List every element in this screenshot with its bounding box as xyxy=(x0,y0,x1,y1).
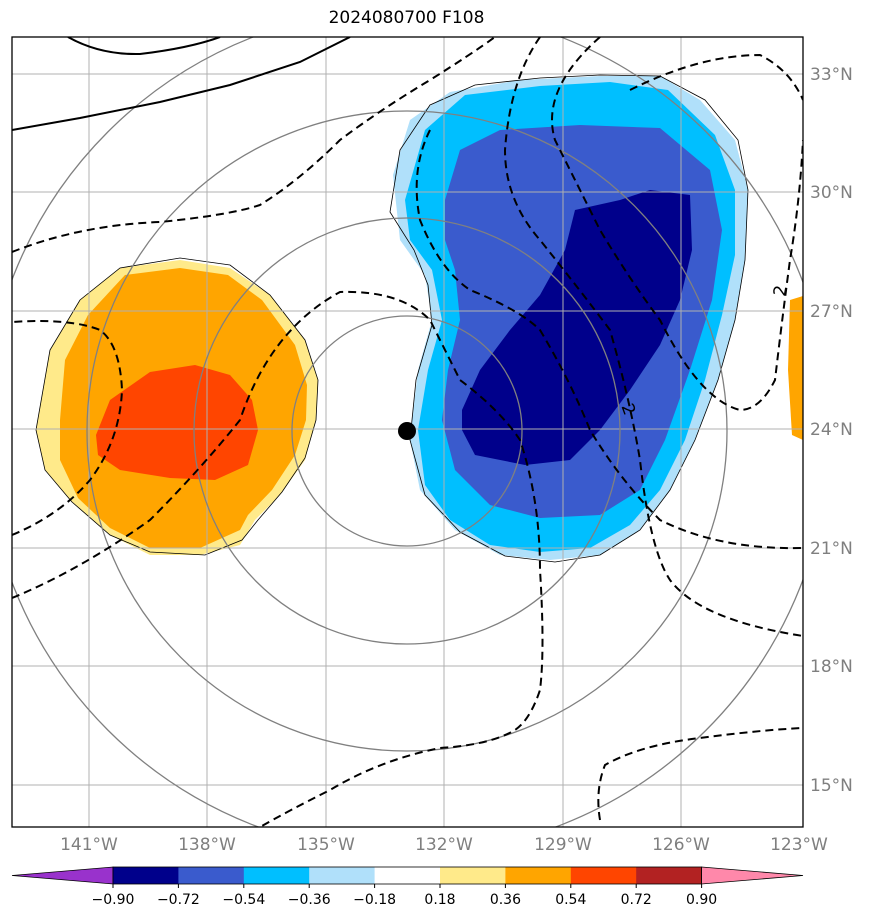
lat-tick-21n: 21°N xyxy=(810,539,853,559)
map-frame xyxy=(11,36,804,828)
lat-tick-18n: 18°N xyxy=(810,657,853,677)
colorbar-tick-label: 0.54 xyxy=(555,892,586,908)
dashed-contour-3 xyxy=(12,290,544,827)
lon-tick-132w: 132°W xyxy=(415,835,473,855)
range-ring-3 xyxy=(86,110,728,752)
positive-outline xyxy=(35,257,319,556)
colorbar-tick-label: −0.72 xyxy=(157,892,200,908)
positive-core-fill xyxy=(96,365,258,480)
lon-tick-138w: 138°W xyxy=(178,835,236,855)
dashed-contour-5 xyxy=(503,37,803,637)
dashed-contour-8 xyxy=(597,727,803,821)
lat-tick-33n: 33°N xyxy=(810,65,853,85)
lon-tick-labels: 141°W 138°W 135°W 132°W 129°W 126°W 123°… xyxy=(60,835,828,855)
colorbar-tick-label: −0.18 xyxy=(353,892,396,908)
solid-contours xyxy=(12,37,351,131)
lon-tick-141w: 141°W xyxy=(60,835,118,855)
colorbar-tick-label: 0.72 xyxy=(621,892,652,908)
dashed-contours xyxy=(12,37,803,827)
colorbar-labels: −0.90 −0.72 −0.54 −0.36 −0.18 0.18 0.36 0.54 0.7… xyxy=(92,884,717,908)
dashed-contour-7 xyxy=(629,53,803,101)
lat-tick-labels: 33°N 30°N 27°N 24°N 21°N 18°N 15°N xyxy=(810,65,853,796)
contour-label-2a: 2 xyxy=(770,284,792,298)
graticule xyxy=(12,37,803,827)
lon-tick-123w: 123°W xyxy=(770,835,828,855)
negative-outline xyxy=(389,74,749,563)
range-ring-1 xyxy=(291,315,523,547)
dashed-contour-6 xyxy=(551,37,803,412)
map-panel: 2 2 141°W 138°W 135°W 132°W 129°W 126°W … xyxy=(11,36,853,855)
positive-anomaly xyxy=(36,260,803,555)
colorbar-tick-label: 0.18 xyxy=(424,892,455,908)
positive-edge-fill xyxy=(788,296,803,440)
lat-tick-30n: 30°N xyxy=(810,183,853,203)
colorbar-tick-label: 0.36 xyxy=(490,892,521,908)
range-rings xyxy=(12,37,803,827)
solid-contour-2 xyxy=(67,37,221,56)
range-ring-2 xyxy=(193,217,621,645)
lat-tick-24n: 24°N xyxy=(810,420,853,440)
lat-tick-15n: 15°N xyxy=(810,776,853,796)
map-content: 2 2 xyxy=(12,37,803,827)
colorbar-tick-label: −0.90 xyxy=(92,892,135,908)
solid-contour-1 xyxy=(12,37,351,131)
colorbar-tick-label: 0.90 xyxy=(686,892,717,908)
colorbar-tick-label: −0.54 xyxy=(222,892,265,908)
negative-anomaly xyxy=(389,74,749,563)
dashed-contour-4 xyxy=(415,129,803,550)
lon-tick-129w: 129°W xyxy=(534,835,592,855)
colorbar-tick-label: −0.36 xyxy=(288,892,331,908)
lon-tick-135w: 135°W xyxy=(297,835,355,855)
storm-center-marker xyxy=(398,422,416,440)
lon-tick-126w: 126°W xyxy=(652,835,710,855)
lat-tick-27n: 27°N xyxy=(810,302,853,322)
negative-core-fill xyxy=(462,190,692,465)
dashed-contour-2 xyxy=(12,320,124,536)
plot-title: 2024080700 F108 xyxy=(328,8,485,28)
